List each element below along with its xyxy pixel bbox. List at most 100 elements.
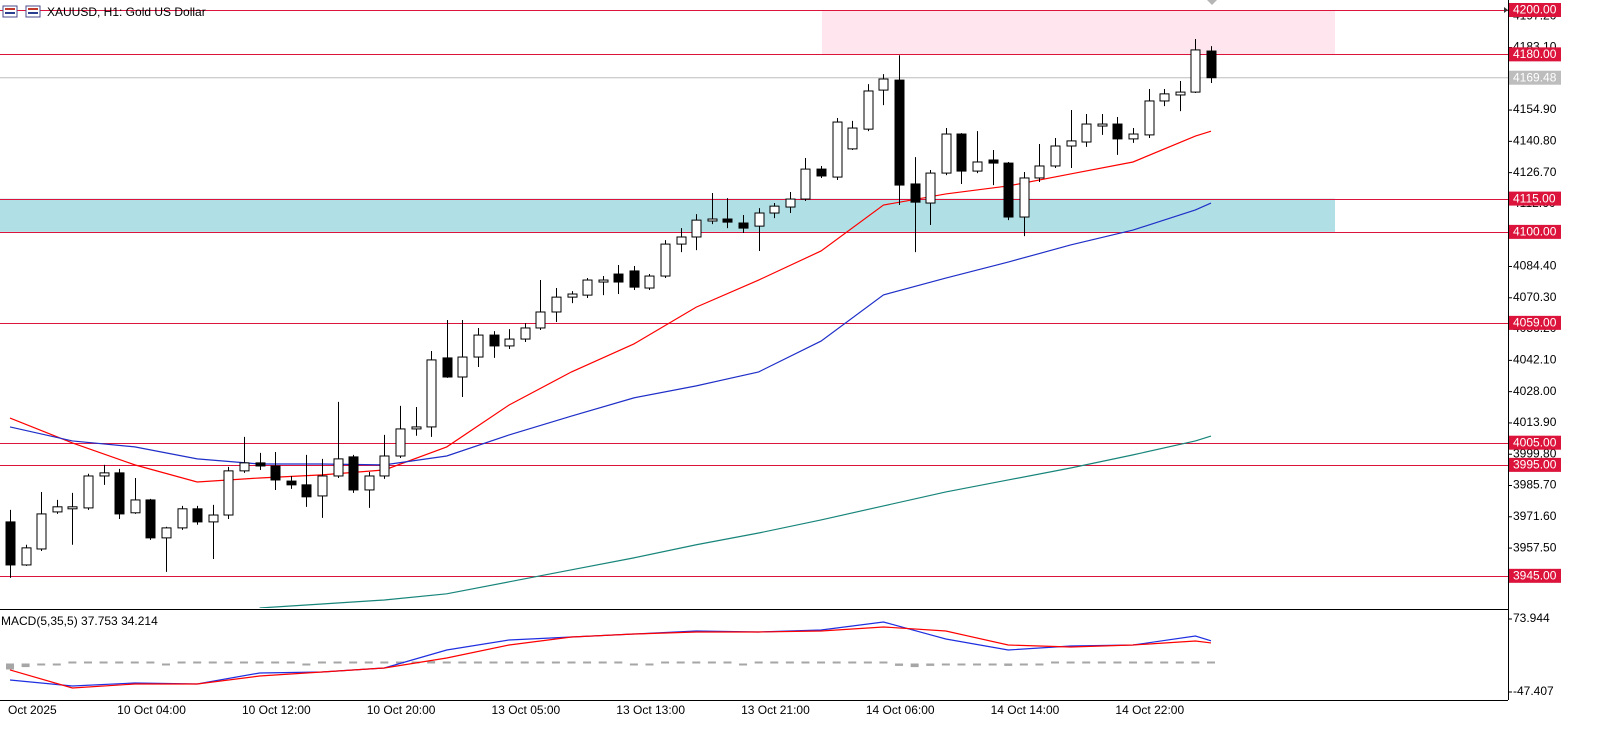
histogram-bar (848, 661, 857, 664)
candle-body (130, 499, 141, 514)
candle-body (348, 456, 359, 491)
histogram-bar (1019, 663, 1028, 666)
histogram-bar (536, 661, 545, 664)
zone (0, 198, 1335, 232)
level-label: 3945.00 (1513, 568, 1557, 582)
histogram-bar (629, 663, 638, 666)
level-label-box (1509, 47, 1561, 62)
candle-body (1081, 123, 1092, 143)
candle-body (5, 521, 16, 566)
candle-body (894, 79, 905, 186)
macd-plot (6, 621, 1215, 689)
candle-body (520, 327, 531, 340)
candle-body (395, 428, 406, 457)
candle-body (192, 508, 203, 523)
histogram-bar (661, 661, 670, 664)
histogram-bar (427, 661, 436, 664)
histogram-bar (458, 661, 467, 664)
histogram-bar (1129, 661, 1138, 664)
candle-body (785, 198, 796, 208)
candle-body (145, 499, 156, 539)
histogram-bar (692, 661, 701, 664)
candle-body (1066, 140, 1077, 147)
histogram-bar (973, 663, 982, 666)
y-tick-label: 3957.50 (1513, 540, 1557, 554)
histogram-bar (83, 661, 92, 664)
histogram-bar (957, 663, 966, 666)
histogram-bar (770, 661, 779, 664)
moving-average (259, 435, 1212, 608)
level-label-box (1509, 457, 1561, 472)
candle-body (442, 357, 453, 378)
histogram-bar (645, 663, 654, 666)
candle-body (52, 506, 63, 513)
candle-body (317, 475, 328, 497)
level-label: 4005.00 (1513, 435, 1557, 449)
candle-body (567, 293, 578, 298)
histogram-bar (785, 661, 794, 664)
candle-body (800, 168, 811, 200)
histogram-bar (520, 661, 529, 664)
histogram-bar (723, 661, 732, 664)
candle-body (208, 514, 219, 523)
candle-body (114, 472, 125, 515)
histogram-bar (1144, 661, 1153, 664)
signal-value: 34.214 (121, 614, 158, 628)
candle-body (161, 527, 172, 539)
macd-value: 37.753 (81, 614, 118, 628)
level-label: 4059.00 (1513, 316, 1557, 330)
candle-body (1144, 100, 1155, 136)
candle-body (956, 133, 967, 172)
y-tick-label: 4084.40 (1513, 259, 1557, 273)
histogram-bar (255, 661, 264, 664)
histogram-bar (1004, 663, 1013, 666)
x-tick-label: 13 Oct 21:00 (741, 703, 810, 717)
histogram-bar (177, 661, 186, 664)
candle-body (738, 222, 749, 229)
main-plot (0, 9, 1508, 608)
histogram-bar (676, 661, 685, 664)
level-label: 4200.00 (1513, 3, 1557, 17)
y-tick-label: 4042.10 (1513, 353, 1557, 367)
histogram-bar (1051, 661, 1060, 664)
labels: 4197.204183.104154.904140.804126.704112.… (8, 3, 1561, 717)
level-label-box (1509, 191, 1561, 206)
y-tick-label: 4140.80 (1513, 134, 1557, 148)
candle-body (660, 243, 671, 277)
histogram-bar (1082, 661, 1091, 664)
candle-body (364, 475, 375, 491)
candle-body (411, 426, 422, 430)
histogram-bar (1160, 661, 1169, 664)
histogram-bar (317, 661, 326, 664)
candle-body (1128, 133, 1139, 140)
y-tick-label: 4070.30 (1513, 290, 1557, 304)
histogram-bar (817, 661, 826, 664)
histogram-bar (130, 661, 139, 664)
x-tick-label: 14 Oct 22:00 (1115, 703, 1184, 717)
candle-body (99, 472, 110, 477)
histogram-bar (271, 661, 280, 664)
candle-body (489, 334, 500, 347)
y-tick-label: 4028.00 (1513, 384, 1557, 398)
histogram-bar (879, 661, 888, 664)
shift-marker (1207, 0, 1217, 5)
candle-body (1206, 50, 1217, 79)
histogram-bar (52, 663, 61, 666)
y-tick-label: 3999.80 (1513, 446, 1557, 460)
candle-body (457, 356, 468, 378)
candle-body (1097, 123, 1108, 127)
candle-body (333, 458, 344, 477)
histogram-bar (37, 663, 46, 666)
header: XAUUSD, H1: Gold US Dollar (2, 5, 206, 19)
y-tick-label: -47.407 (1513, 684, 1554, 698)
price-label: 4169.48 (1513, 70, 1557, 84)
histogram-bar (1097, 661, 1106, 664)
icon-bar (5, 12, 15, 14)
histogram-bar (583, 661, 592, 664)
histogram-bar (598, 661, 607, 664)
x-tick-label: 14 Oct 14:00 (991, 703, 1060, 717)
candle-body (769, 205, 780, 214)
candle-body (286, 480, 297, 486)
candle-body (1159, 93, 1170, 102)
